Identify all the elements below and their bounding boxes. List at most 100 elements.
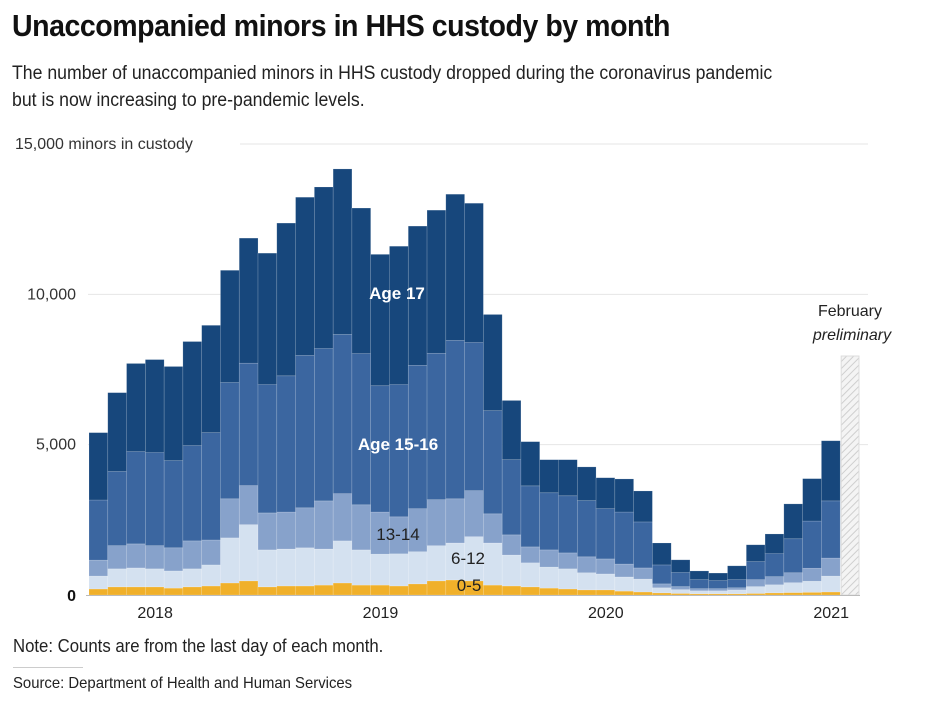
bar-segment-age-15-16 (145, 452, 165, 546)
bar-segment-0-5 (238, 580, 259, 596)
bar-segment-6-12 (633, 578, 653, 593)
bar-segment-age-17 (257, 252, 278, 385)
bar-stack (576, 466, 597, 596)
bar-segment-age-15-16 (764, 553, 785, 577)
bar-stack (689, 570, 710, 596)
bar-stack (257, 252, 278, 596)
bar-segment-0-5 (314, 584, 334, 596)
series-label-6-12: 6-12 (451, 549, 485, 568)
bar-segment-age-15-16 (633, 521, 653, 569)
bar-segment-6-12 (295, 547, 315, 587)
bar-segment-13-14 (126, 543, 146, 569)
bar-segment-age-15-16 (445, 340, 465, 500)
bar-stack (107, 392, 127, 596)
bar-segment-0-5 (539, 587, 559, 596)
bar-segment-age-17 (145, 359, 165, 453)
bar-segment-age-17 (182, 341, 202, 446)
bar-segment-13-14 (708, 588, 728, 592)
bar-segment-age-17 (576, 466, 597, 501)
bar-stack (802, 478, 822, 596)
bar-segment-13-14 (783, 572, 803, 583)
bar-stack (389, 245, 409, 596)
bar-segment-0-5 (201, 585, 221, 596)
bar-stack (614, 478, 634, 596)
bar-segment-13-14 (595, 558, 616, 575)
bar-segment-0-5 (614, 590, 634, 596)
bar-segment-age-15-16 (126, 451, 146, 545)
source-credit: Source: Department of Health and Human S… (13, 675, 353, 692)
bar-segment-13-14 (652, 583, 672, 589)
bar-segment-6-12 (314, 548, 334, 586)
source-divider (13, 667, 83, 668)
bar-segment-13-14 (295, 507, 315, 549)
bar-segment-age-17 (708, 572, 728, 581)
bar-segment-0-5 (633, 591, 653, 596)
bar-segment-6-12 (727, 589, 747, 595)
x-tick-label: 2018 (137, 605, 173, 622)
bar-stack (145, 359, 165, 596)
bar-segment-13-14 (689, 588, 710, 592)
bar-segment-0-5 (483, 584, 503, 596)
bar-segment-13-14 (257, 512, 278, 551)
y-tick-label: 10,000 (27, 286, 76, 303)
bar-segment-age-17 (238, 237, 259, 364)
bar-stack (238, 237, 259, 596)
bar-stack (558, 459, 578, 596)
preliminary-bar (840, 355, 860, 596)
bar-stack (314, 186, 334, 596)
bar-segment-0-5 (276, 585, 296, 596)
chart-title: Unaccompanied minors in HHS custody by m… (12, 8, 671, 43)
bar-segment-0-5 (595, 589, 616, 596)
bar-segment-0-5 (426, 580, 447, 596)
bar-segment-6-12 (389, 553, 409, 587)
bar-segment-age-17 (107, 392, 127, 472)
bar-stack (426, 209, 447, 596)
bar-segment-age-17 (88, 432, 109, 501)
bar-segment-6-12 (764, 584, 785, 594)
bar-segment-age-17 (483, 314, 503, 411)
bar-segment-0-5 (407, 583, 428, 596)
footnote: Note: Counts are from the last day of ea… (13, 636, 384, 656)
bar-segment-age-15-16 (708, 580, 728, 589)
bar-segment-age-15-16 (727, 579, 747, 589)
bar-segment-age-15-16 (670, 572, 691, 587)
bar-segment-6-12 (426, 545, 447, 582)
bar-segment-0-5 (370, 584, 390, 596)
bar-segment-0-5 (520, 586, 541, 596)
bar-stack (764, 533, 785, 596)
bar-segment-6-12 (501, 554, 522, 587)
bar-segment-6-12 (595, 573, 616, 591)
y-axis: 5,000 10,000 15,000 minors in custody 0 (15, 136, 193, 605)
bar-stack (332, 168, 353, 596)
bar-segment-age-17 (802, 478, 822, 522)
bar-segment-age-17 (220, 269, 240, 383)
bar-segment-0-5 (182, 586, 202, 596)
bar-segment-age-17 (426, 209, 447, 354)
bar-segment-age-17 (163, 366, 184, 461)
bar-segment-6-12 (614, 576, 634, 592)
bar-segment-0-5 (295, 585, 315, 596)
bar-segment-0-5 (220, 582, 240, 596)
bar-stack (126, 363, 146, 596)
bar-segment-age-17 (332, 168, 353, 335)
bar-segment-6-12 (652, 587, 672, 594)
bar-segment-age-17 (764, 533, 785, 554)
bar-segment-age-17 (539, 459, 559, 494)
bar-segment-0-5 (257, 586, 278, 596)
bar-segment-0-5 (163, 587, 184, 596)
bar-segment-6-12 (708, 590, 728, 595)
bar-segment-0-5 (802, 591, 822, 596)
bar-segment-6-12 (520, 562, 541, 588)
bar-stack (351, 207, 372, 596)
bar-segment-13-14 (107, 545, 127, 570)
bar-segment-13-14 (464, 490, 484, 537)
bar-stack (708, 572, 728, 596)
series-label-age-15-16: Age 15-16 (358, 435, 438, 454)
y-tick-label: 5,000 (36, 437, 76, 454)
bar-stack (201, 325, 221, 596)
bar-segment-age-15-16 (464, 342, 484, 491)
bar-segment-age-15-16 (426, 352, 447, 500)
series-label-0-5: 0-5 (457, 576, 482, 595)
bar-segment-age-17 (670, 559, 691, 573)
x-axis: 2018 2019 2020 2021 (137, 605, 849, 622)
